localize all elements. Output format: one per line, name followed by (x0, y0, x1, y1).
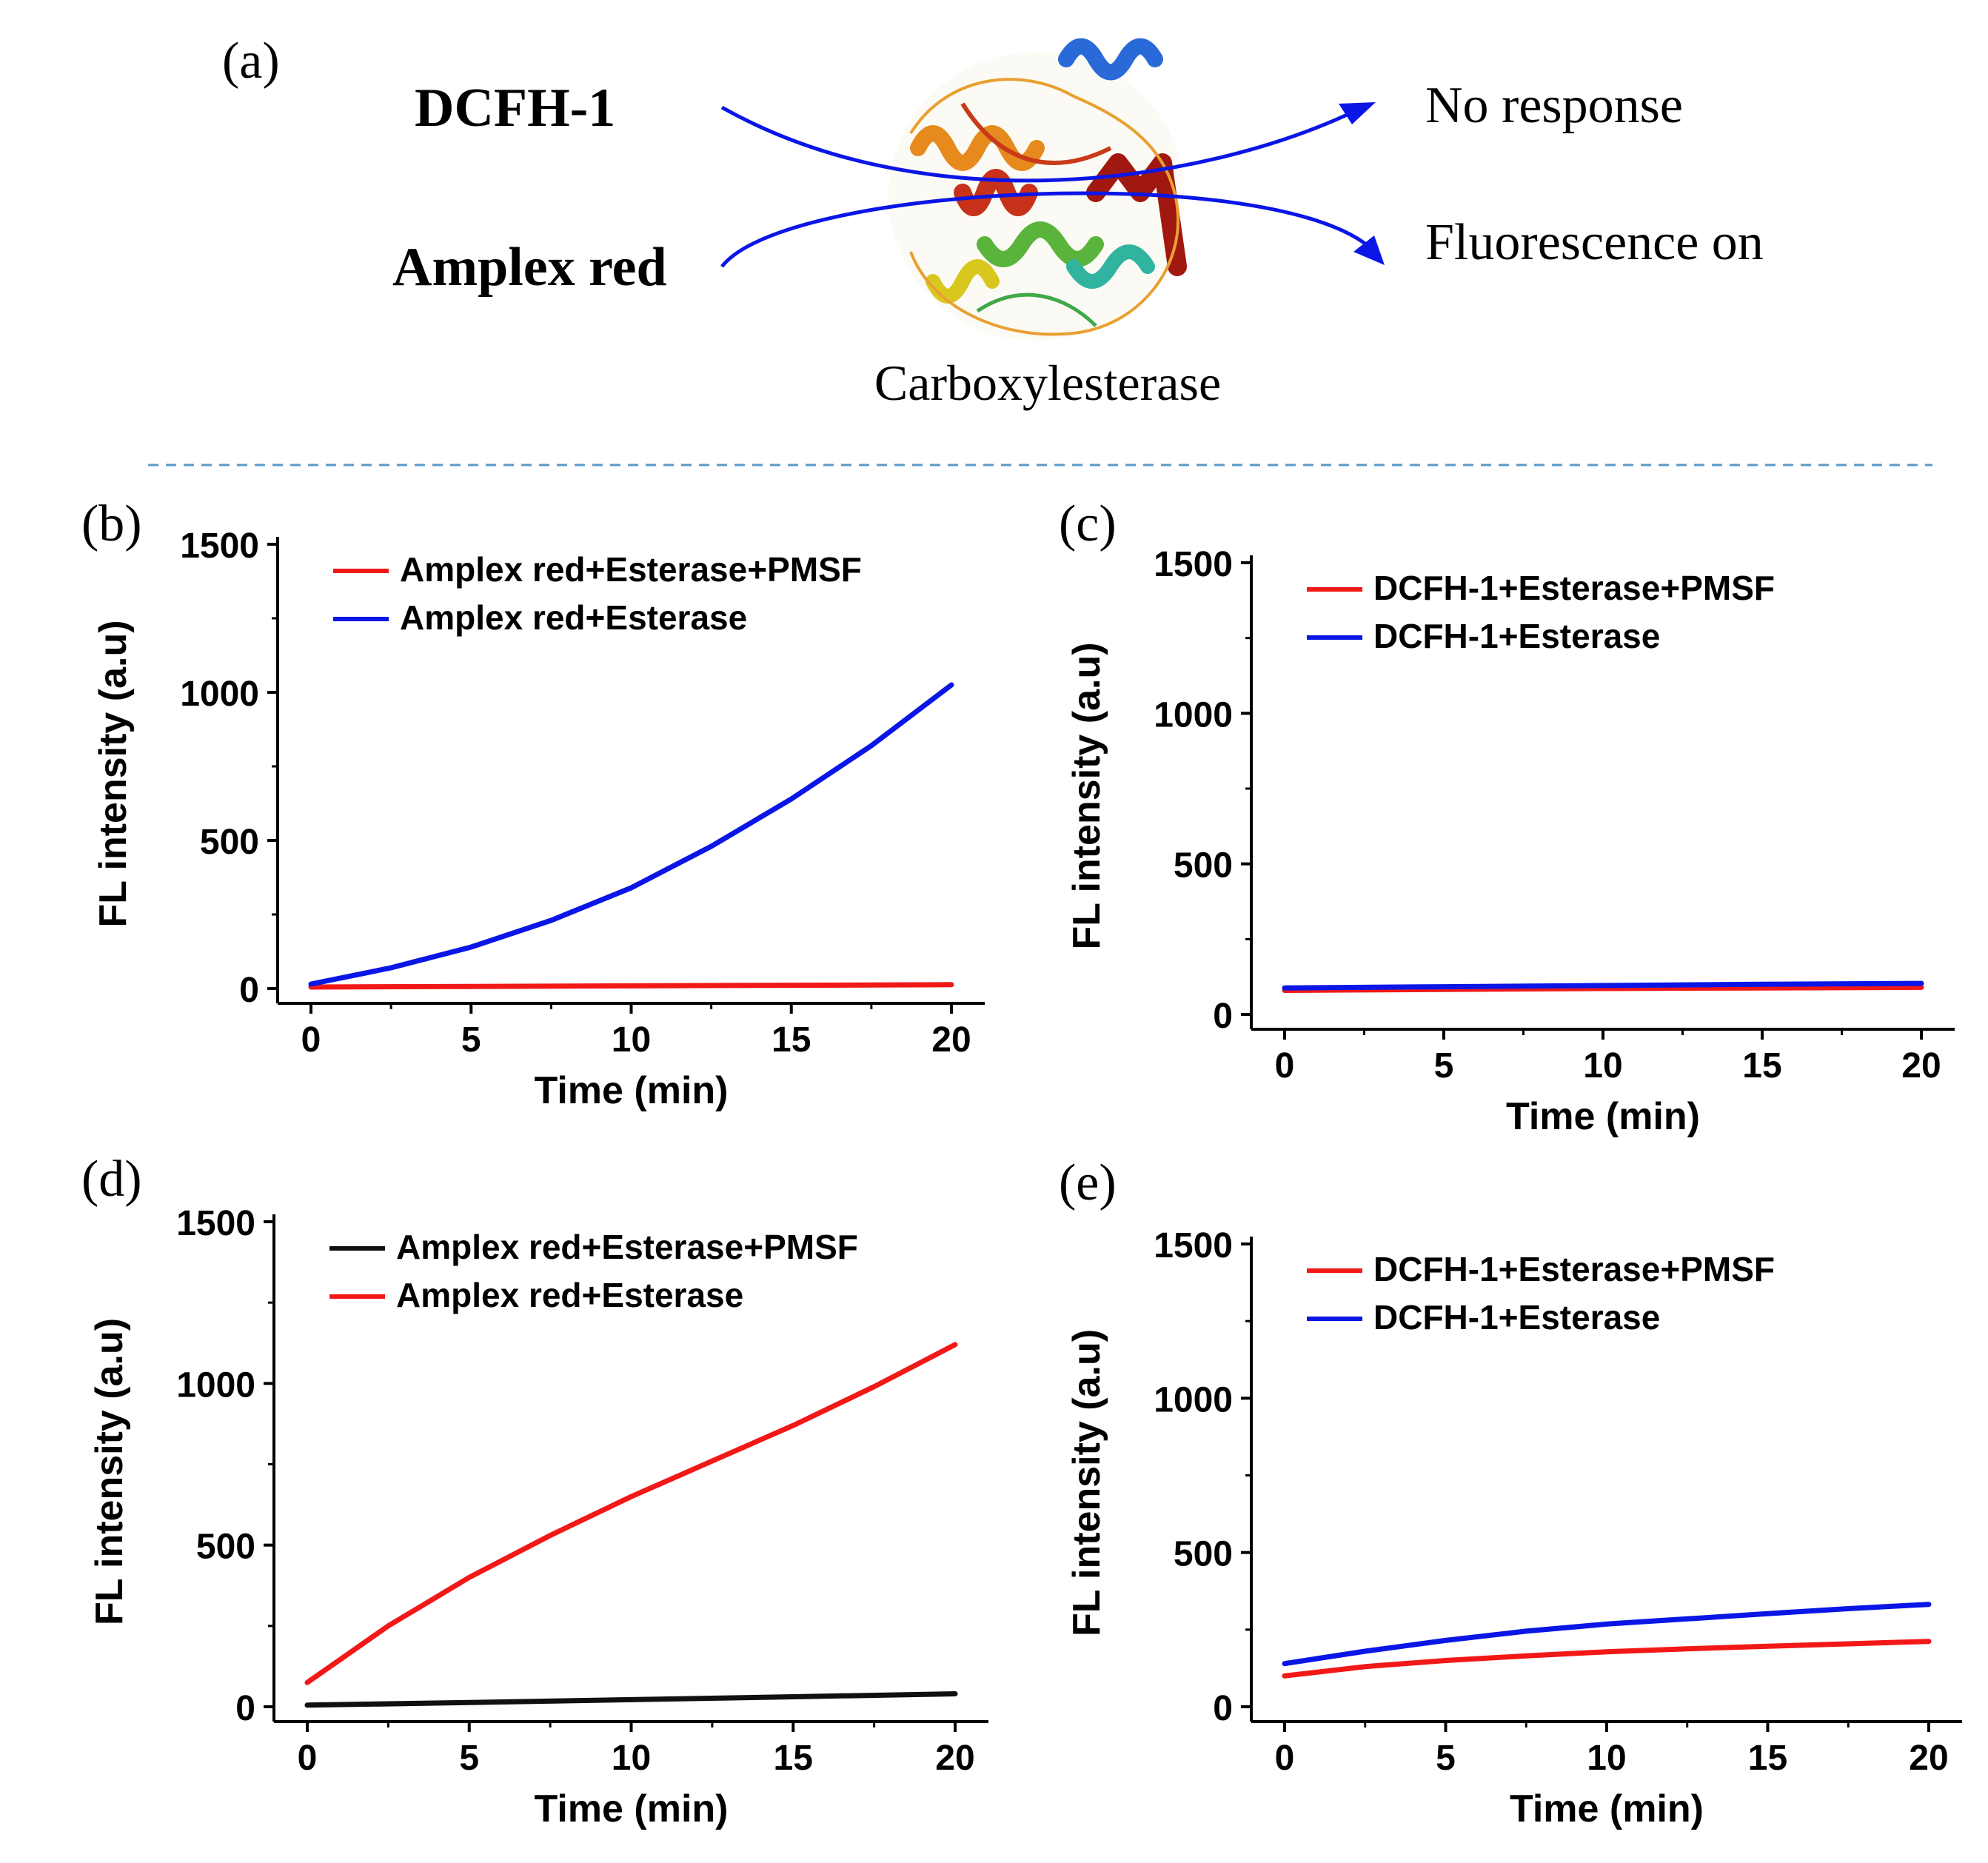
x-tick-label: 5 (1436, 1739, 1456, 1778)
x-tick-label: 5 (459, 1739, 479, 1778)
chart-panel-c: (c) 0 500 1000 1500 0 5 10 15 20 Time (min) FL inte… (1059, 495, 1955, 1138)
legend-label-1: DCFH-1+Esterase (1373, 1298, 1660, 1337)
loop-2 (960, 102, 1112, 165)
x-tick-label: 10 (1583, 1046, 1622, 1086)
series-line-1 (1282, 980, 1924, 991)
y-tick-label: 0 (239, 971, 259, 1010)
y-axis-label: FL intensity (a.u) (88, 1318, 131, 1625)
y-tick-label: 500 (1174, 846, 1233, 886)
y-tick-label: 500 (200, 823, 259, 862)
x-axis-label: Time (min) (1506, 1095, 1700, 1138)
y-tick-label: 1000 (1154, 1380, 1233, 1419)
x-tick-label: 15 (774, 1739, 813, 1778)
y-axis-label: FL intensity (a.u) (92, 620, 135, 927)
x-tick-label: 10 (612, 1739, 651, 1778)
helix-green (977, 221, 1104, 267)
x-tick-label: 20 (1901, 1046, 1941, 1086)
panel-label: (d) (81, 1151, 142, 1208)
chart-panel-d: (d) 0 500 1000 1500 0 5 10 15 20 Time (min) FL inte… (81, 1151, 988, 1830)
y-tick-label: 1500 (176, 1204, 255, 1243)
x-tick-label: 15 (772, 1020, 811, 1060)
curved-arrow-icon (720, 102, 1385, 268)
y-axis-label: FL intensity (a.u) (1065, 1329, 1108, 1636)
loop-1 (909, 78, 1180, 336)
series-line-1 (304, 1342, 958, 1685)
scheme-panel-label: (a) (222, 33, 280, 90)
x-axis-label: Time (min) (535, 1787, 729, 1830)
arrow-probe2 (720, 191, 1368, 268)
legend-label-1: DCFH-1+Esterase (1373, 617, 1660, 655)
helix-red (954, 169, 1038, 216)
panel-label: (e) (1059, 1154, 1117, 1211)
legend-label-1: Amplex red+Esterase (400, 598, 747, 637)
scheme-panel: (a) DCFH-1 Amplex red No response Fluore… (148, 33, 1932, 466)
scheme-enzyme-label: Carboxylesterase (874, 355, 1221, 411)
series-line-1 (1282, 1602, 1932, 1667)
scheme-probe1-label: DCFH-1 (415, 78, 615, 138)
y-axis-label: FL intensity (a.u) (1065, 642, 1108, 949)
helix-teal (1066, 244, 1155, 289)
arrow-probe2-head (1353, 235, 1385, 265)
scheme-probe2-label: Amplex red (392, 237, 667, 298)
legend-label-1: Amplex red+Esterase (396, 1276, 743, 1314)
series-line-0 (1282, 1639, 1932, 1679)
series-line-0 (308, 982, 954, 990)
scheme-outcome1-label: No response (1425, 77, 1683, 134)
x-tick-label: 20 (1909, 1739, 1948, 1778)
x-tick-label: 0 (1275, 1046, 1295, 1086)
y-tick-label: 1500 (1154, 545, 1233, 584)
y-tick-label: 500 (1174, 1535, 1233, 1574)
x-tick-label: 15 (1742, 1046, 1781, 1086)
legend-label-0: Amplex red+Esterase+PMSF (400, 550, 862, 589)
x-axis-label: Time (min) (1510, 1787, 1704, 1830)
x-tick-label: 5 (1434, 1046, 1454, 1086)
x-tick-label: 5 (461, 1020, 481, 1060)
y-tick-label: 1000 (1154, 695, 1233, 735)
arrow-probe1-head (1339, 102, 1376, 124)
x-tick-label: 10 (1587, 1739, 1626, 1778)
scheme-outcome2-label: Fluorescence on (1425, 214, 1764, 271)
panel-label: (b) (81, 495, 142, 552)
legend-label-0: Amplex red+Esterase+PMSF (396, 1228, 858, 1266)
x-tick-label: 15 (1748, 1739, 1787, 1778)
arrow-probe1 (720, 105, 1356, 183)
y-tick-label: 0 (1213, 1689, 1233, 1728)
x-tick-label: 0 (298, 1739, 318, 1778)
y-tick-label: 0 (1213, 997, 1233, 1036)
legend-label-0: DCFH-1+Esterase+PMSF (1373, 1250, 1775, 1288)
x-tick-label: 20 (935, 1739, 974, 1778)
y-tick-label: 1000 (176, 1365, 255, 1405)
series-line-0 (304, 1691, 958, 1708)
legend-label-0: DCFH-1+Esterase+PMSF (1373, 569, 1775, 607)
panel-label: (c) (1059, 495, 1117, 552)
y-tick-label: 500 (196, 1528, 255, 1567)
y-tick-label: 1500 (1154, 1226, 1233, 1265)
y-tick-label: 1500 (180, 526, 259, 566)
helix-yellow (926, 259, 1000, 304)
loop-3 (976, 292, 1097, 327)
x-tick-label: 0 (1275, 1739, 1295, 1778)
chart-panel-e: (e) 0 500 1000 1500 0 5 10 15 20 Time (min) FL inte… (1059, 1154, 1962, 1830)
x-tick-label: 20 (931, 1020, 971, 1060)
y-tick-label: 1000 (180, 675, 259, 714)
helix-orange (910, 125, 1045, 171)
series-line-1 (308, 682, 954, 987)
chart-panel-b: (b) 0 500 1000 1500 0 5 10 15 20 Time (min) FL inte… (81, 495, 985, 1112)
y-tick-label: 0 (235, 1689, 255, 1728)
x-axis-label: Time (min) (535, 1069, 729, 1112)
x-tick-label: 10 (612, 1020, 651, 1060)
helix-blue (1058, 38, 1163, 81)
x-tick-label: 0 (301, 1020, 321, 1060)
